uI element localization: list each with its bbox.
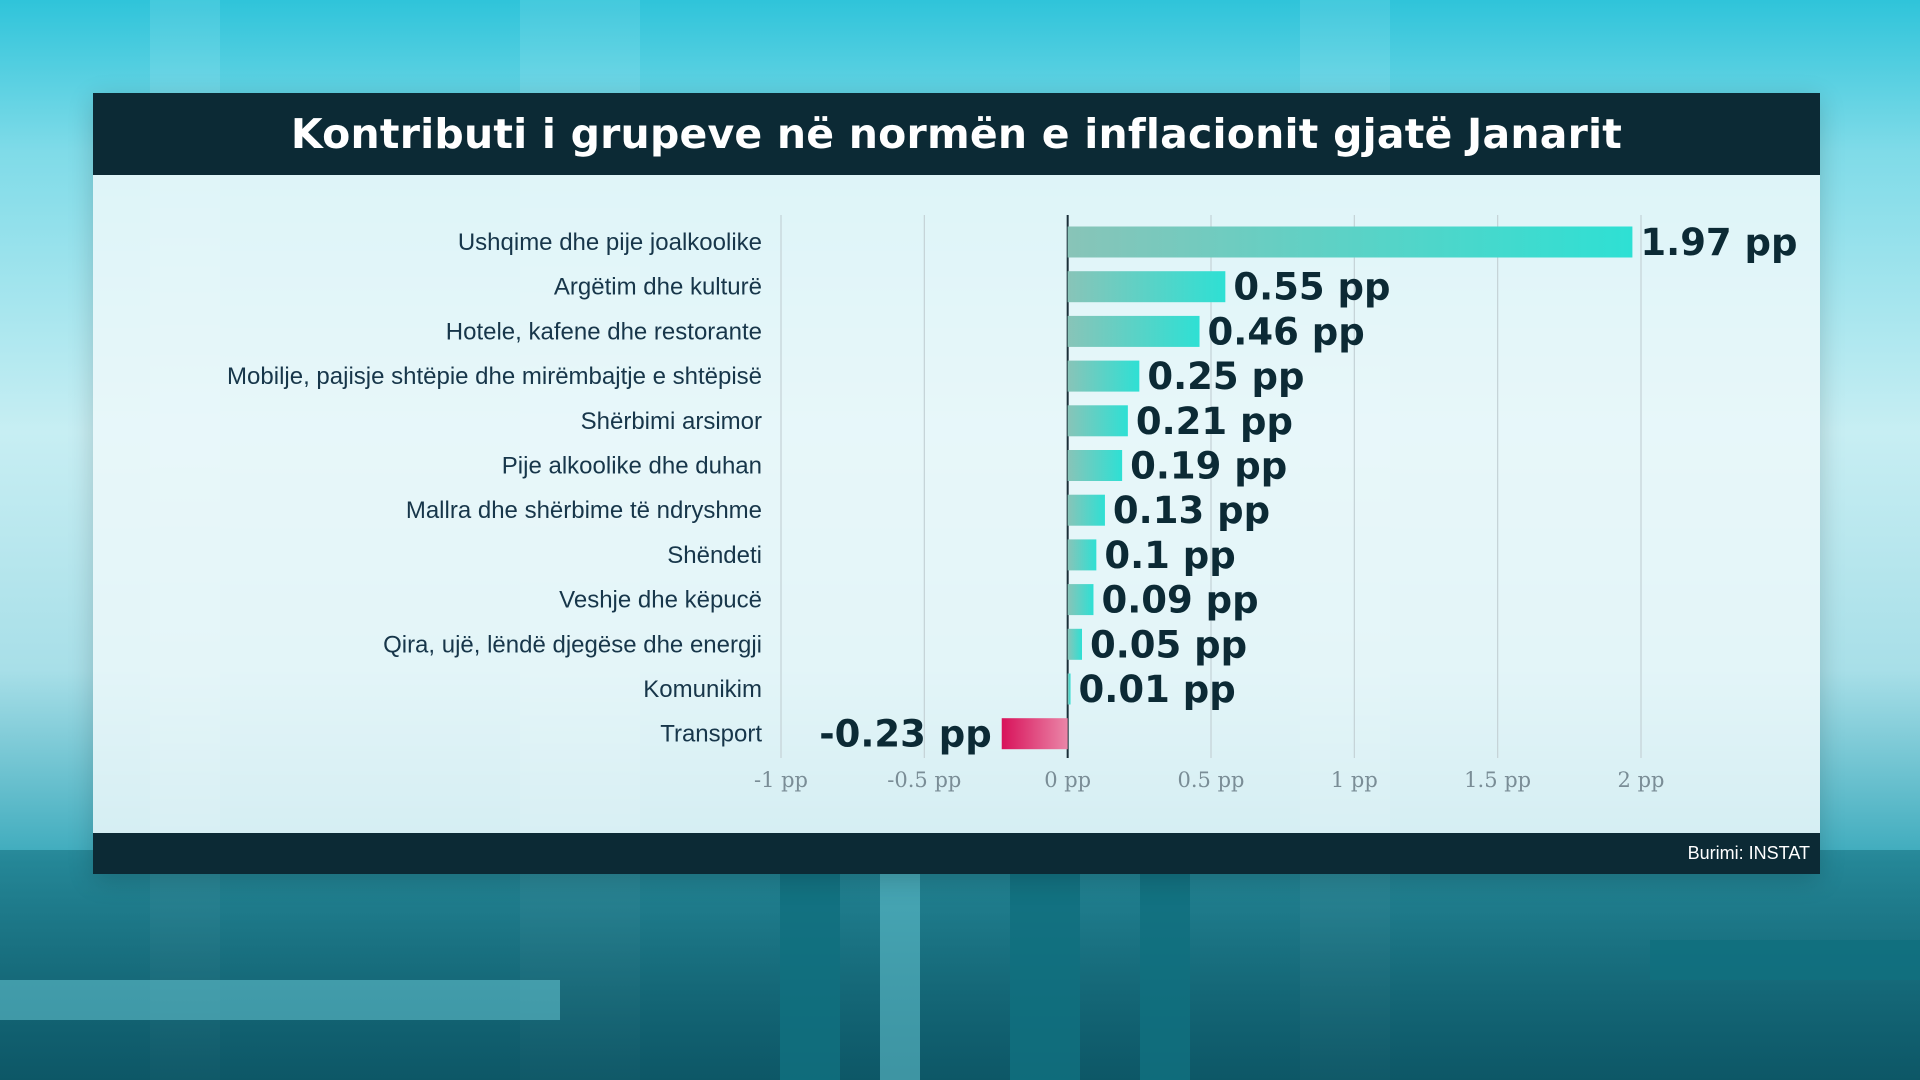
value-label: 0.1 pp [1104,534,1235,577]
background-beam [1650,940,1920,980]
bar [1067,673,1071,705]
background-beam [780,874,840,1080]
category-label: Shërbimi arsimor [581,408,762,435]
value-label: 0.55 pp [1233,266,1390,309]
x-tick-label: 0 pp [1044,768,1091,792]
background-floor [0,850,1920,1080]
bar [1067,494,1105,526]
chart-panel: Kontributi i grupeve në normën e inflaci… [93,93,1820,874]
background-beam [880,874,920,1080]
footer-bar: Burimi: INSTAT [93,833,1820,874]
category-label: Transport [660,721,762,748]
category-label: Veshje dhe këpucë [559,587,762,614]
value-label: 1.97 pp [1640,221,1797,264]
title-bar: Kontributi i grupeve në normën e inflaci… [93,93,1820,175]
x-tick-label: 0.5 pp [1178,768,1245,792]
bar [1067,584,1094,616]
bar [1067,271,1226,303]
value-label: 0.25 pp [1147,355,1304,398]
bar [1067,450,1123,481]
x-tick-label: -0.5 pp [887,768,961,792]
category-label: Pije alkoolike dhe duhan [502,453,762,480]
value-label: 0.05 pp [1090,623,1247,666]
background-beam [1010,874,1080,1080]
category-label: Ushqime dhe pije joalkoolike [458,229,762,256]
value-label: 0.09 pp [1101,579,1258,622]
x-tick-label: 1 pp [1331,768,1378,792]
value-label: 0.46 pp [1208,310,1365,353]
bar [1067,539,1097,571]
value-label: 0.21 pp [1136,400,1293,443]
category-label: Komunikim [643,676,762,703]
bar-chart: -1 pp -0.5 pp 0 pp 0.5 pp 1 pp 1.5 pp 2 pp Ushq… [227,215,1798,792]
category-label: Argëtim dhe kulturë [554,274,762,301]
x-tick-label: 2 pp [1618,768,1665,792]
bar [1067,628,1082,660]
bar [1067,226,1633,258]
x-tick-label: 1.5 pp [1464,768,1531,792]
category-label: Mobilje, pajisje shtëpie dhe mirëmbajtje… [227,363,762,390]
bar [1067,405,1128,437]
value-label: -0.23 pp [819,713,992,756]
background-beam [0,980,560,1020]
category-label: Hotele, kafene dhe restorante [446,318,762,345]
bar [1067,360,1140,392]
x-tick-label: -1 pp [754,768,808,792]
background-beam [1140,874,1190,1080]
value-label: 0.19 pp [1130,445,1287,488]
category-label: Shëndeti [667,542,762,569]
source-label: Burimi: INSTAT [1687,843,1810,863]
value-label: 0.01 pp [1079,668,1236,711]
chart-title: Kontributi i grupeve në normën e inflaci… [290,110,1623,158]
category-label: Mallra dhe shërbime të ndryshme [406,497,762,524]
bar [1067,315,1200,347]
bar [1001,718,1068,750]
value-label: 0.13 pp [1113,489,1270,532]
category-label: Qira, ujë, lëndë djegëse dhe energji [383,631,762,658]
